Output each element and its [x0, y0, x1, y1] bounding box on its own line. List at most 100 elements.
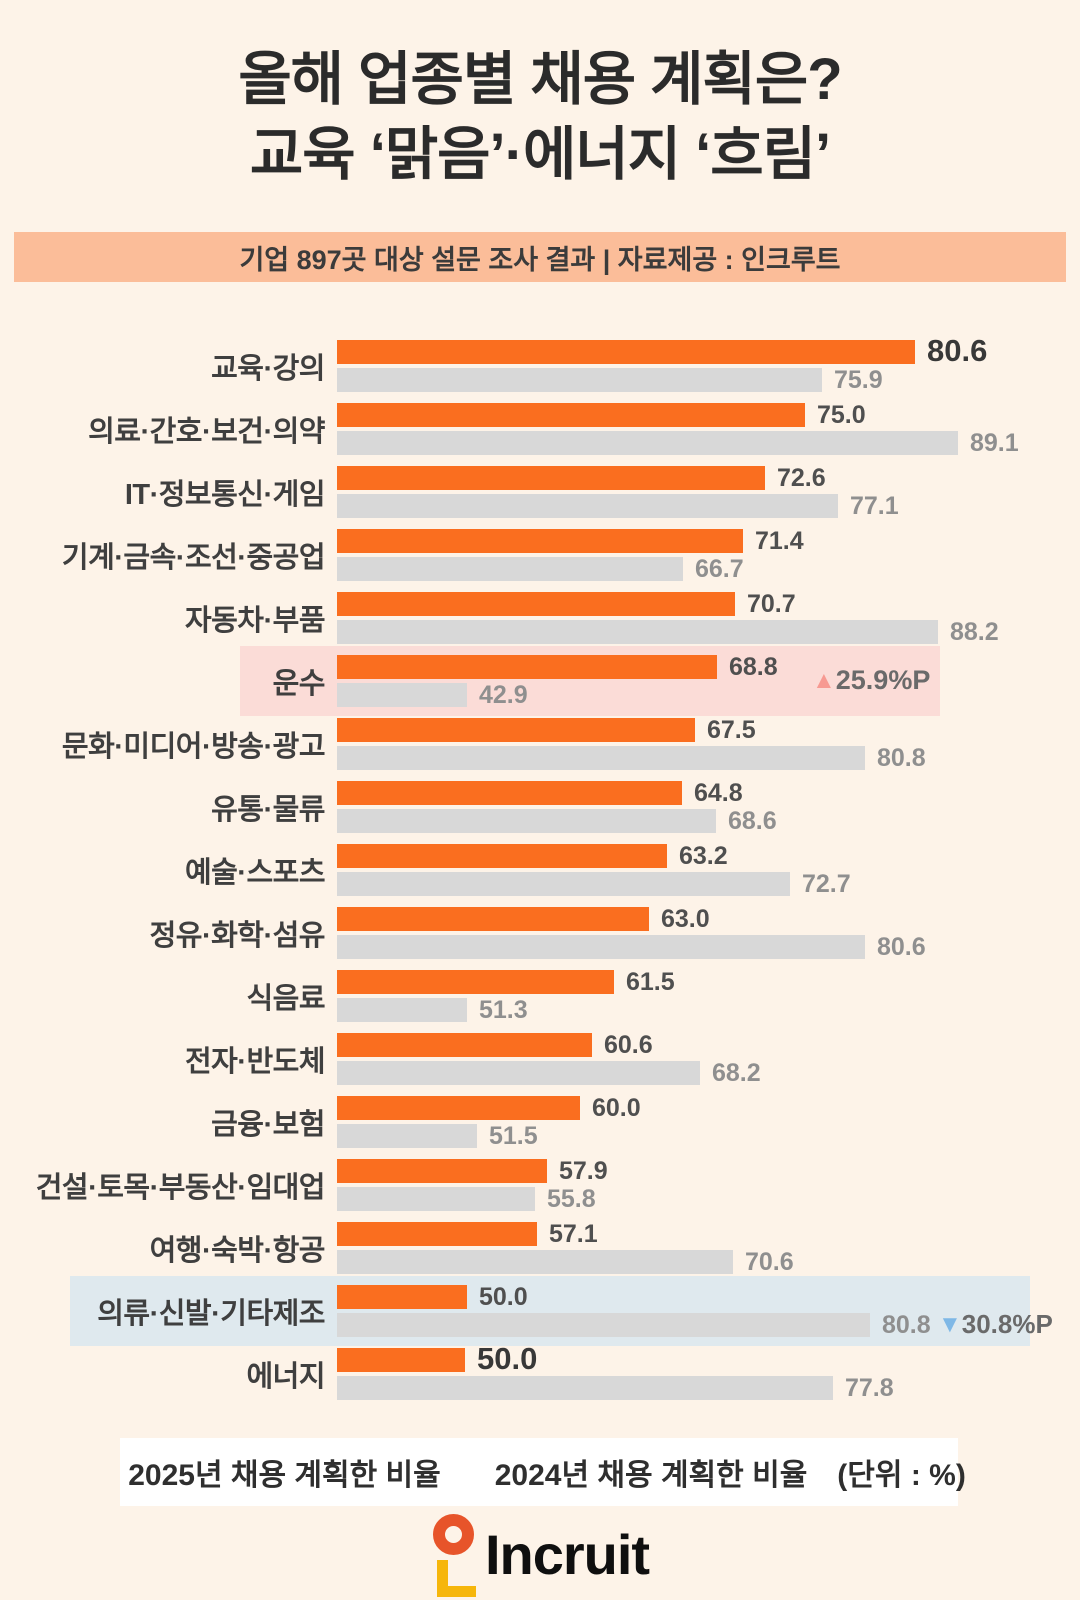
value-2025: 60.6	[604, 1031, 653, 1059]
value-2024: 42.9	[479, 681, 528, 709]
incruit-logo: Incruit	[0, 1512, 1080, 1598]
row-label: 기계·금속·조선·중공업	[61, 542, 326, 574]
row-label: 운수	[272, 668, 326, 700]
incruit-logo-text: Incruit	[484, 1523, 650, 1586]
row-label: IT·정보통신·게임	[124, 479, 326, 511]
bar-2025	[337, 907, 649, 931]
bar-2024	[337, 1061, 700, 1085]
bar-2024	[337, 620, 938, 644]
row-label: 유통·물류	[211, 794, 325, 826]
value-2024: 55.8	[547, 1185, 596, 1213]
value-2025: 72.6	[777, 464, 826, 492]
value-2025: 70.7	[747, 590, 796, 618]
row-label: 의류·신발·기타제조	[97, 1298, 325, 1330]
bar-2025	[337, 970, 614, 994]
bar-2024	[337, 746, 865, 770]
bar-2025	[337, 529, 743, 553]
row-label: 의료·간호·보건·의약	[88, 416, 325, 448]
chart-row: 에너지 50.0 77.8	[0, 1343, 1080, 1401]
bar-2025	[337, 466, 765, 490]
chart-row: 전자·반도체 60.6 68.2	[0, 1031, 1080, 1087]
change-badge: ▼30.8%P	[938, 1309, 1053, 1340]
row-label: 문화·미디어·방송·광고	[61, 731, 326, 763]
page-title: 올해 업종별 채용 계획은? 교육 ‘맑음’·에너지 ‘흐림’	[0, 42, 1080, 193]
bar-2025	[337, 1033, 592, 1057]
value-2025: 80.6	[927, 333, 988, 368]
value-2025: 63.2	[679, 842, 728, 870]
bar-2025	[337, 592, 735, 616]
value-2024: 89.1	[970, 429, 1019, 457]
bar-2024	[337, 431, 958, 455]
value-2025: 57.9	[559, 1157, 608, 1185]
chart-row: 의류·신발·기타제조 50.0 80.8 ▼30.8%P	[0, 1276, 1080, 1346]
bar-2024	[337, 872, 790, 896]
chart-row: 의료·간호·보건·의약 75.0 89.1	[0, 401, 1080, 457]
chart-row: 운수 68.8 42.9 ▲25.9%P	[0, 646, 1080, 716]
value-2024: 75.9	[834, 366, 883, 394]
value-2024: 77.1	[850, 492, 899, 520]
row-label: 자동차·부품	[184, 605, 326, 637]
up-triangle-icon: ▲	[812, 667, 836, 694]
chart-row: 건설·토목·부동산·임대업 57.9 55.8	[0, 1157, 1080, 1213]
bar-2024	[337, 683, 467, 707]
value-2025: 57.1	[549, 1220, 598, 1248]
page-title-line1: 올해 업종별 채용 계획은?	[238, 47, 842, 112]
value-2024: 51.5	[489, 1122, 538, 1150]
row-label: 식음료	[246, 983, 325, 1015]
value-2025: 60.0	[592, 1094, 641, 1122]
row-label: 정유·화학·섬유	[149, 920, 326, 952]
value-2024: 80.8	[882, 1311, 931, 1339]
legend: 2025년 채용 계획한 비율 2024년 채용 계획한 비율 (단위 : %)	[120, 1438, 966, 1506]
value-2024: 68.6	[728, 807, 777, 835]
bar-2025	[337, 844, 667, 868]
page-title-line2: 교육 ‘맑음’·에너지 ‘흐림’	[249, 122, 831, 188]
chart-row: 여행·숙박·항공 57.1 70.6	[0, 1220, 1080, 1276]
value-2024: 68.2	[712, 1059, 761, 1087]
row-label: 금융·보험	[211, 1109, 325, 1141]
row-label: 여행·숙박·항공	[149, 1235, 326, 1267]
change-value: 25.9%P	[835, 665, 931, 695]
value-2024: 51.3	[479, 996, 528, 1024]
incruit-logo-mark	[431, 1512, 481, 1598]
survey-banner: 기업 897곳 대상 설문 조사 결과 | 자료제공 : 인크루트	[14, 232, 1066, 282]
bar-2025	[337, 1222, 537, 1246]
logo-l-icon	[436, 1560, 476, 1597]
chart-row: 식음료 61.5 51.3	[0, 969, 1080, 1024]
chart-row: 문화·미디어·방송·광고 67.5 80.8	[0, 717, 1080, 772]
value-2025: 71.4	[755, 527, 804, 555]
chart-row: 교육·강의 80.6 75.9	[0, 333, 1080, 394]
bar-2024	[337, 1313, 870, 1337]
value-2024: 70.6	[745, 1248, 794, 1276]
value-2025: 75.0	[817, 401, 866, 429]
bar-2025	[337, 1096, 580, 1120]
logo-donut-icon	[432, 1514, 474, 1555]
bar-2025	[337, 1348, 465, 1372]
chart-row: IT·정보통신·게임 72.6 77.1	[0, 464, 1080, 520]
value-2024: 66.7	[695, 555, 744, 583]
value-2024: 80.6	[877, 933, 926, 961]
bar-2024	[337, 368, 822, 392]
bar-2025	[337, 718, 695, 742]
bar-2025	[337, 340, 915, 364]
row-label: 예술·스포츠	[184, 857, 326, 889]
row-label: 전자·반도체	[184, 1046, 326, 1078]
value-2025: 68.8	[729, 653, 778, 681]
legend-unit-note: (단위 : %)	[837, 1459, 966, 1492]
chart-row: 기계·금속·조선·중공업 71.4 66.7	[0, 527, 1080, 583]
row-label: 에너지	[246, 1361, 325, 1393]
bar-2024	[337, 494, 838, 518]
down-triangle-icon: ▼	[938, 1311, 962, 1338]
bar-2024	[337, 1250, 733, 1274]
legend-label-2025: 2025년 채용 계획한 비율	[128, 1459, 441, 1492]
value-2024: 80.8	[877, 744, 926, 772]
chart-row: 자동차·부품 70.7 88.2	[0, 590, 1080, 645]
chart-row: 금융·보험 60.0 51.5	[0, 1094, 1080, 1150]
value-2024: 72.7	[802, 870, 851, 898]
bar-2024	[337, 809, 716, 833]
bar-2025	[337, 1159, 547, 1183]
change-badge: ▲25.9%P	[812, 665, 930, 696]
bar-2024	[337, 935, 865, 959]
change-value: 30.8%P	[961, 1309, 1053, 1339]
